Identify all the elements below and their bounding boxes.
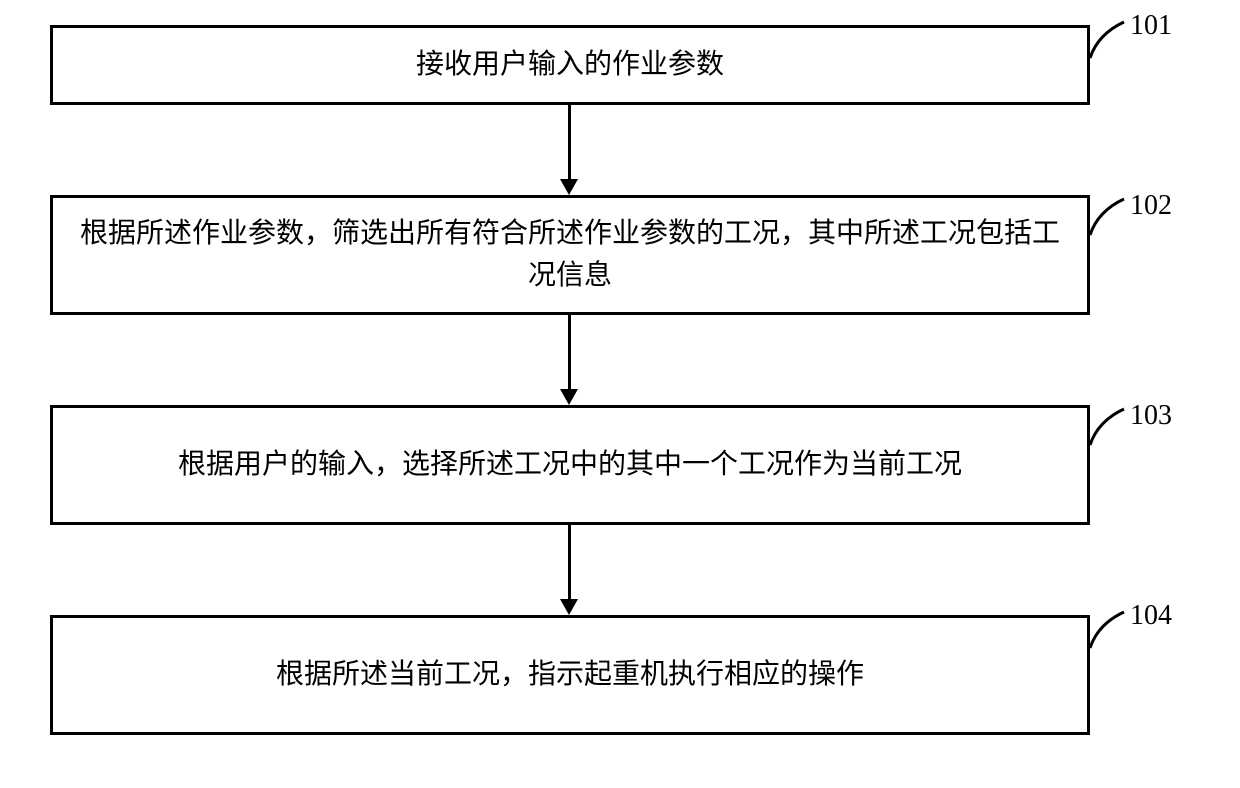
arrow-1-2-line bbox=[568, 105, 571, 179]
flow-step-4: 根据所述当前工况，指示起重机执行相应的操作 bbox=[50, 615, 1090, 735]
arrow-3-4-line bbox=[568, 525, 571, 599]
step-1-text: 接收用户输入的作业参数 bbox=[416, 44, 724, 86]
flow-step-3: 根据用户的输入，选择所述工况中的其中一个工况作为当前工况 bbox=[50, 405, 1090, 525]
step-1-label-arc bbox=[1088, 18, 1128, 60]
step-2-text: 根据所述作业参数，筛选出所有符合所述作业参数的工况，其中所述工况包括工况信息 bbox=[73, 213, 1067, 297]
flowchart-canvas: 接收用户输入的作业参数 101 根据所述作业参数，筛选出所有符合所述作业参数的工… bbox=[0, 0, 1240, 788]
step-3-text: 根据用户的输入，选择所述工况中的其中一个工况作为当前工况 bbox=[178, 444, 962, 486]
step-3-label-arc bbox=[1088, 405, 1128, 447]
flow-step-2: 根据所述作业参数，筛选出所有符合所述作业参数的工况，其中所述工况包括工况信息 bbox=[50, 195, 1090, 315]
step-3-label: 103 bbox=[1130, 400, 1172, 432]
arrow-2-3-head bbox=[560, 389, 578, 405]
arrow-1-2-head bbox=[560, 179, 578, 195]
arrow-2-3-line bbox=[568, 315, 571, 389]
flow-step-1: 接收用户输入的作业参数 bbox=[50, 25, 1090, 105]
step-2-label-arc bbox=[1088, 195, 1128, 237]
step-4-label-arc bbox=[1088, 608, 1128, 650]
step-1-label: 101 bbox=[1130, 10, 1172, 42]
step-2-label: 102 bbox=[1130, 190, 1172, 222]
step-4-label: 104 bbox=[1130, 600, 1172, 632]
arrow-3-4-head bbox=[560, 599, 578, 615]
step-4-text: 根据所述当前工况，指示起重机执行相应的操作 bbox=[276, 654, 864, 696]
